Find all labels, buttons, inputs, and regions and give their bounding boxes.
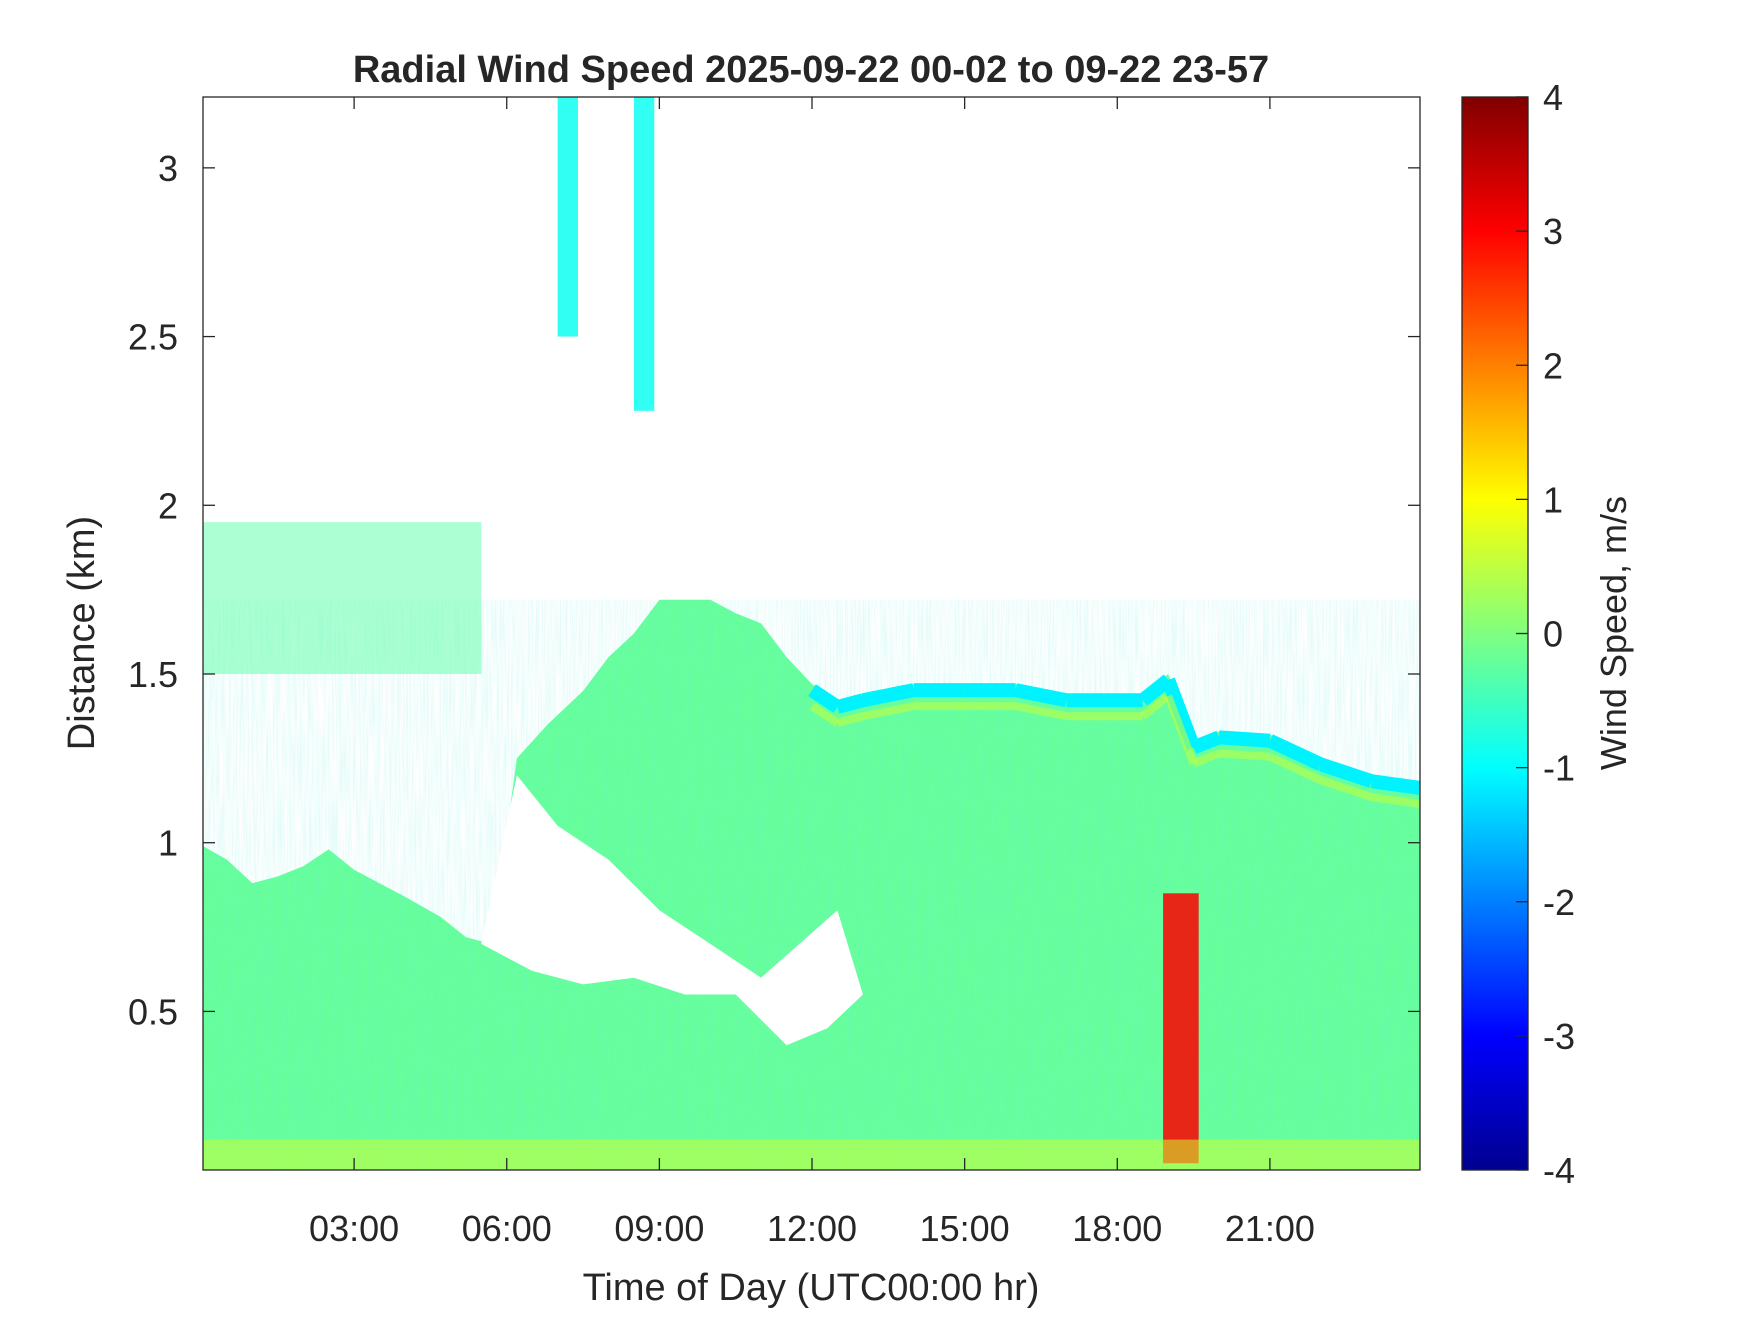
x-tick-label: 12:00 — [767, 1208, 857, 1249]
layer-top-band — [1014, 683, 1068, 708]
layer-top-band-warm — [1319, 776, 1373, 802]
colorbar-tick-label: -2 — [1543, 882, 1575, 923]
x-tick-label: 06:00 — [462, 1208, 552, 1249]
layer-top-band — [1218, 730, 1271, 748]
layer-top-band-warm — [1218, 749, 1271, 761]
layer-top-band-warm — [809, 702, 840, 727]
colorbar-tick-label: 2 — [1543, 345, 1563, 386]
y-tick-label: 1.5 — [128, 654, 178, 695]
colorbar-tick-label: -4 — [1543, 1150, 1575, 1191]
y-tick-label: 3 — [158, 148, 178, 189]
x-tick-label: 15:00 — [920, 1208, 1010, 1249]
boundary-layer-texture — [203, 599, 1420, 1170]
x-tick-label: 21:00 — [1225, 1208, 1315, 1249]
colorbar-ticks: 4 3 2 1 0 -1 -2 -3 -4 — [1516, 77, 1575, 1191]
layer-top-band — [808, 684, 842, 713]
layer-top-band — [1191, 730, 1222, 754]
x-tick-label: 18:00 — [1072, 1208, 1162, 1249]
layer-top-band-warm — [1192, 749, 1221, 768]
x-axis: 03:00 06:00 09:00 12:00 15:00 18:00 21:00 — [309, 97, 1315, 1249]
colorbar-tick-label: 3 — [1543, 211, 1563, 252]
colorbar-tick-label: 1 — [1543, 479, 1563, 520]
layer-top-band — [1161, 677, 1201, 750]
y-tick-label: 0.5 — [128, 991, 178, 1032]
layer-top-band-warm — [862, 702, 915, 721]
x-axis-label: Time of Day (UTC00:00 hr) — [583, 1267, 1040, 1309]
layer-top-band — [861, 683, 916, 708]
layer-top-band — [835, 693, 865, 714]
colorbar-tick-label: 4 — [1543, 77, 1563, 118]
plot-area — [203, 97, 1420, 1170]
feature-residual-layer-early — [203, 522, 482, 674]
y-axis-label: Distance (km) — [61, 516, 103, 750]
x-tick-label: 03:00 — [309, 1208, 399, 1249]
layer-top-band — [1370, 774, 1420, 795]
layer-top-band-warm — [836, 712, 864, 727]
y-tick-label: 2 — [158, 485, 178, 526]
x-tick-label: 09:00 — [614, 1208, 704, 1249]
layer-top-band — [1318, 757, 1374, 788]
y-axis: 0.5 1 1.5 2 2.5 3 — [128, 148, 1420, 1032]
layer-top-band-warm — [1371, 793, 1420, 808]
colorbar-label: Wind Speed, m/s — [1593, 496, 1634, 770]
colorbar-tick-label: -1 — [1543, 748, 1575, 789]
gap-region — [481, 775, 863, 1046]
y-tick-label: 1 — [158, 823, 178, 864]
layer-top-band-warm — [1014, 702, 1068, 721]
heatmap-layers — [203, 97, 1420, 1170]
layer-top-band-warm — [1140, 692, 1171, 720]
feature-plume-1 — [557, 97, 578, 337]
feature-plume-2 — [633, 97, 655, 411]
layer-top-band-warm — [1164, 694, 1198, 765]
y-tick-label: 2.5 — [128, 317, 178, 358]
layer-top-band-warm — [1268, 753, 1323, 784]
feature-updraft-19h — [1163, 893, 1199, 1164]
chart-title: Radial Wind Speed 2025-09-22 00-02 to 09… — [353, 49, 1269, 91]
colorbar-tick-label: -3 — [1543, 1016, 1575, 1057]
colorbar: 4 3 2 1 0 -1 -2 -3 -4 Wind Speed, m/s — [1461, 77, 1634, 1191]
colorbar-tick-label: 0 — [1543, 614, 1563, 655]
layer-top-band — [1266, 734, 1324, 771]
